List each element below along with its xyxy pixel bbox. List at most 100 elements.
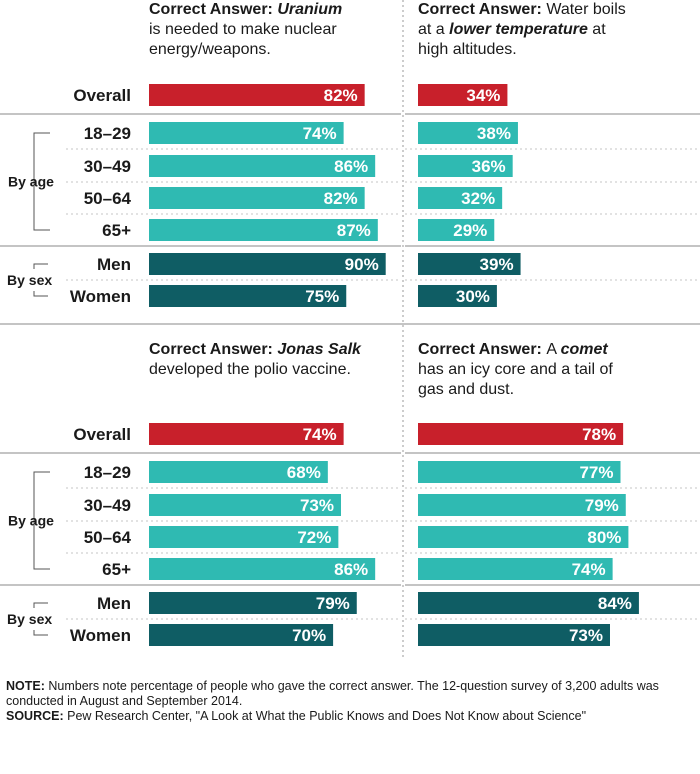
bar-value-label: 73% <box>300 496 334 515</box>
row-label: 18–29 <box>84 463 131 482</box>
bar <box>418 461 621 483</box>
bar-value-label: 78% <box>582 425 616 444</box>
panel-title-text: developed the polio vaccine. <box>149 361 351 378</box>
group-label-sex: By sex <box>7 272 52 288</box>
bar <box>149 558 376 580</box>
bar <box>149 592 357 614</box>
bar-value-label: 86% <box>334 560 368 579</box>
bar-value-label: 68% <box>287 463 321 482</box>
row-label: Men <box>97 255 131 274</box>
note-text: Numbers note percentage of people who ga… <box>6 679 659 708</box>
panel-title-emphasis: comet <box>561 341 609 358</box>
bar <box>149 624 334 646</box>
bar-value-label: 82% <box>324 86 358 105</box>
panel-title-emphasis: Correct Answer: <box>149 1 277 18</box>
bar-value-label: 32% <box>461 189 495 208</box>
panel-title-emphasis: Correct Answer: <box>418 341 546 358</box>
panel-title-emphasis: lower temperature <box>449 21 588 38</box>
group-label-age: By age <box>8 513 54 529</box>
bar-value-label: 34% <box>466 86 500 105</box>
panel-title-text: at a <box>418 21 449 38</box>
note: NOTE: Numbers note percentage of people … <box>6 679 686 709</box>
bar-value-label: 80% <box>587 528 621 547</box>
panel-title: Correct Answer: A comet has an icy core a… <box>418 341 613 398</box>
bar-value-label: 82% <box>324 189 358 208</box>
chart-figure: Correct Answer: Uranium is needed to make… <box>0 0 700 660</box>
bar <box>149 285 347 307</box>
bar-value-label: 39% <box>480 255 514 274</box>
bar <box>418 187 503 209</box>
bar-value-label: 74% <box>303 425 337 444</box>
bar <box>149 155 376 177</box>
bar <box>418 494 626 516</box>
group-label-age: By age <box>8 174 54 190</box>
panel-title-text: Water boils <box>546 1 625 18</box>
panel-title-text: is needed to make nuclear <box>149 21 337 38</box>
bar-value-label: 79% <box>316 594 350 613</box>
source: SOURCE: Pew Research Center, "A Look at … <box>6 709 686 724</box>
panel-title-text: has an icy core and a tail of <box>418 361 613 378</box>
bar-value-label: 38% <box>477 124 511 143</box>
bar <box>418 122 518 144</box>
bar <box>418 592 639 614</box>
row-label: Women <box>70 287 131 306</box>
age-bracket <box>33 132 50 231</box>
bar-value-label: 29% <box>453 221 487 240</box>
panel-title-text: gas and dust. <box>418 381 514 398</box>
bar-value-label: 73% <box>569 626 603 645</box>
panel-title: Correct Answer: Water boils at a lower te… <box>418 1 626 58</box>
panel-title-emphasis: Correct Answer: <box>149 341 277 358</box>
group-label-sex: By sex <box>7 611 52 627</box>
row-label: Men <box>97 594 131 613</box>
bar-value-label: 30% <box>456 287 490 306</box>
bar-value-label: 77% <box>579 463 613 482</box>
bar-value-label: 75% <box>305 287 339 306</box>
footnotes: NOTE: Numbers note percentage of people … <box>6 679 686 724</box>
row-label: Overall <box>73 86 131 105</box>
bar-value-label: 86% <box>334 157 368 176</box>
bar-value-label: 36% <box>472 157 506 176</box>
bar <box>418 84 508 106</box>
bar <box>418 285 497 307</box>
panel-title: Correct Answer: Jonas Salk developed the … <box>149 341 362 378</box>
chart-panel-4: Correct Answer: A comet has an icy core a… <box>405 341 700 646</box>
panel-title-text: high altitudes. <box>418 41 517 58</box>
panel-title-text: at <box>588 21 606 38</box>
sex-bracket <box>33 291 48 297</box>
row-label: 18–29 <box>84 124 131 143</box>
bar <box>149 526 339 548</box>
bar <box>149 122 344 144</box>
source-text: Pew Research Center, "A Look at What the… <box>67 709 587 723</box>
age-bracket <box>33 471 50 570</box>
row-label: 65+ <box>102 221 131 240</box>
chart-panel-3: Correct Answer: Jonas Salk developed the … <box>0 341 401 646</box>
bar <box>149 494 341 516</box>
bar-value-label: 87% <box>337 221 371 240</box>
chart-panel-1: Correct Answer: Uranium is needed to make… <box>0 1 401 307</box>
panel-title-text: energy/weapons. <box>149 41 271 58</box>
bar-value-label: 90% <box>345 255 379 274</box>
bar-value-label: 72% <box>297 528 331 547</box>
bar-value-label: 70% <box>292 626 326 645</box>
panel-title: Correct Answer: Uranium is needed to make… <box>149 1 342 58</box>
sex-bracket <box>33 263 48 269</box>
panel-title-emphasis: Correct Answer: <box>418 1 546 18</box>
panel-title-text: A <box>546 341 560 358</box>
bar <box>149 219 378 241</box>
bar <box>418 624 610 646</box>
row-label: 30–49 <box>84 496 131 515</box>
bar-value-label: 84% <box>598 594 632 613</box>
bar <box>418 155 513 177</box>
bar <box>418 558 613 580</box>
row-label: Women <box>70 626 131 645</box>
panel-title-emphasis: Jonas Salk <box>277 341 362 358</box>
panel-title-emphasis: Uranium <box>277 1 342 18</box>
sex-bracket <box>33 602 48 608</box>
bar <box>418 219 495 241</box>
bar <box>418 253 521 275</box>
source-label: SOURCE: <box>6 709 64 723</box>
note-label: NOTE: <box>6 679 45 693</box>
bar-value-label: 74% <box>303 124 337 143</box>
row-label: 30–49 <box>84 157 131 176</box>
bar <box>149 253 386 275</box>
